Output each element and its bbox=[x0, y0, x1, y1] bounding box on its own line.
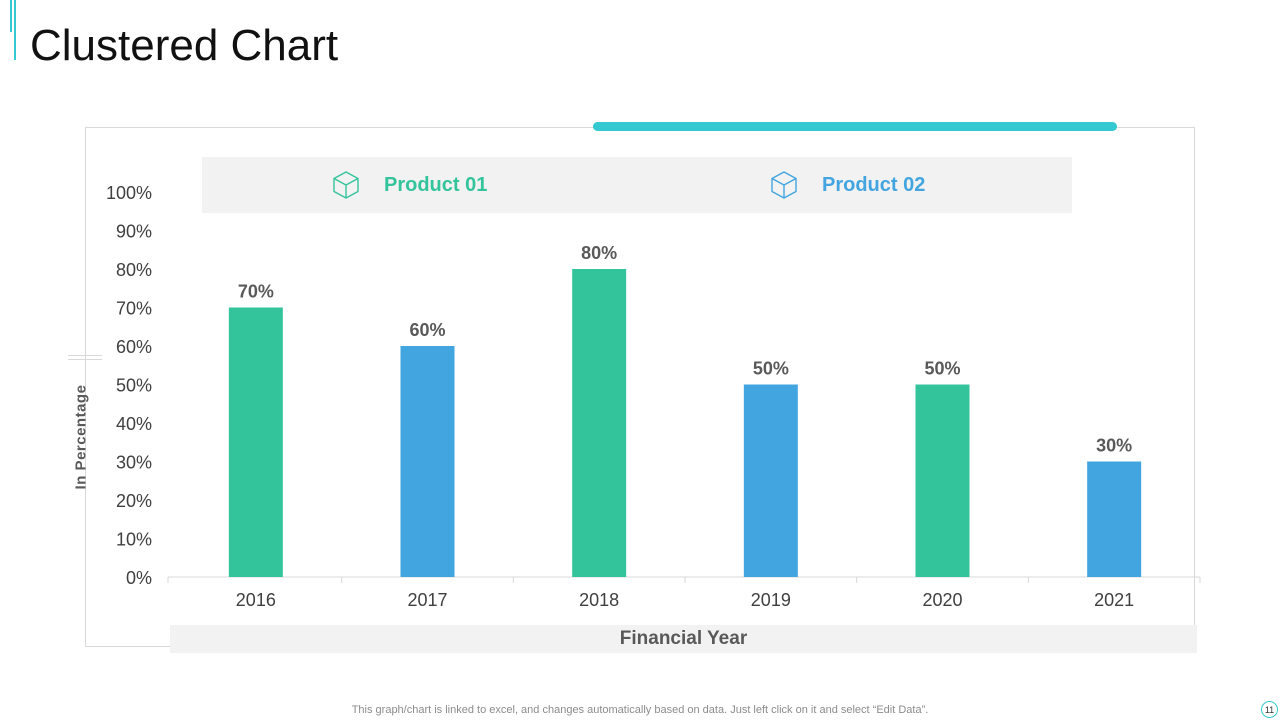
y-tick-label: 60% bbox=[116, 337, 152, 357]
y-axis-title-marker bbox=[68, 355, 102, 356]
x-axis-title: Financial Year bbox=[619, 628, 748, 649]
bar-product-01-2016 bbox=[228, 307, 283, 577]
footnote: This graph/chart is linked to excel, and… bbox=[351, 704, 929, 716]
x-tick-label: 2016 bbox=[236, 590, 276, 610]
data-label: 70% bbox=[238, 282, 274, 302]
bar-product-02-2019 bbox=[743, 384, 798, 577]
chart-top-accent bbox=[593, 122, 1117, 131]
legend-label-product-02: Product 02 bbox=[822, 173, 926, 196]
legend-label-product-01: Product 01 bbox=[384, 173, 488, 196]
y-axis-title: In Percentage bbox=[72, 384, 90, 490]
box-icon bbox=[771, 171, 797, 199]
bar-product-01-2020 bbox=[915, 384, 970, 577]
x-tick-label: 2018 bbox=[579, 590, 619, 610]
x-tick-label: 2020 bbox=[922, 590, 962, 610]
bar-product-02-2017 bbox=[400, 346, 455, 577]
data-label: 50% bbox=[753, 359, 789, 379]
y-tick-label: 10% bbox=[116, 530, 152, 550]
title-accent-bar bbox=[10, 0, 16, 60]
y-axis-title-marker bbox=[68, 359, 102, 360]
y-tick-label: 20% bbox=[116, 491, 152, 511]
data-label: 50% bbox=[924, 359, 960, 379]
data-label: 30% bbox=[1096, 436, 1132, 456]
y-tick-label: 80% bbox=[116, 260, 152, 280]
y-tick-label: 30% bbox=[116, 453, 152, 473]
box-icon bbox=[333, 171, 359, 199]
x-tick-label: 2019 bbox=[751, 590, 791, 610]
legend-item-product-02: Product 02 bbox=[768, 157, 925, 213]
bar-product-02-2021 bbox=[1087, 461, 1142, 577]
x-axis-title-band: Financial Year bbox=[170, 625, 1197, 653]
y-tick-label: 0% bbox=[126, 568, 152, 588]
page-number: 11 bbox=[1261, 701, 1278, 718]
chart-legend: Product 01 Product 02 bbox=[202, 157, 1072, 213]
x-tick-label: 2021 bbox=[1094, 590, 1134, 610]
data-label: 60% bbox=[409, 320, 445, 340]
y-tick-label: 40% bbox=[116, 414, 152, 434]
y-tick-label: 70% bbox=[116, 299, 152, 319]
y-tick-label: 100% bbox=[106, 183, 152, 203]
data-label: 80% bbox=[581, 243, 617, 263]
x-tick-label: 2017 bbox=[407, 590, 447, 610]
bar-product-01-2018 bbox=[572, 269, 627, 577]
y-tick-label: 90% bbox=[116, 222, 152, 242]
slide-title: Clustered Chart bbox=[30, 21, 339, 70]
legend-item-product-01: Product 01 bbox=[330, 157, 487, 213]
y-tick-label: 50% bbox=[116, 376, 152, 396]
